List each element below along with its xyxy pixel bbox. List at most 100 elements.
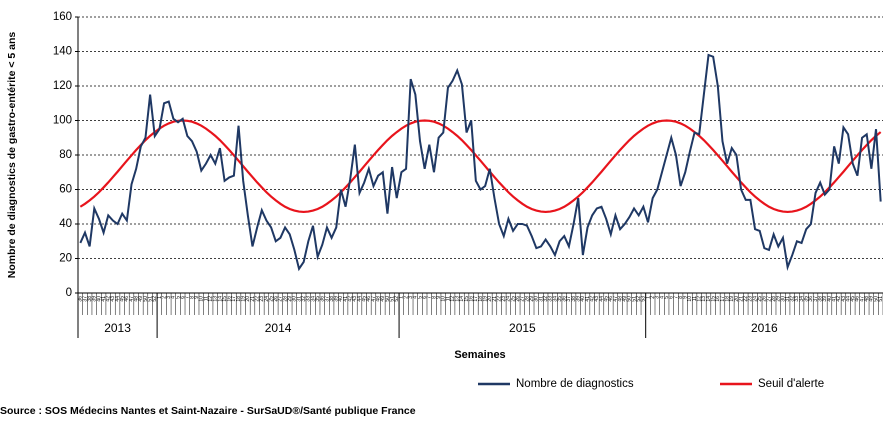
x-tick-label: 42: [106, 296, 112, 302]
x-tick-label: 29: [776, 296, 782, 302]
x-tick-label: 27: [520, 296, 526, 302]
x-tick-label: 17: [720, 296, 726, 302]
x-tick-label: 3: [655, 296, 661, 299]
x-tick-label: 4: [171, 296, 177, 299]
x-tick-label: 51: [147, 296, 153, 302]
year-label: 2013: [104, 321, 131, 335]
x-tick-label: 5: [664, 296, 670, 299]
x-tick-label: 18: [724, 296, 730, 302]
x-tick-label: 1: [399, 296, 405, 299]
x-tick-label: 20: [734, 296, 740, 302]
x-tick-label: 3: [166, 296, 172, 299]
x-tick-label: 40: [827, 296, 833, 302]
x-tick-label: 39: [822, 296, 828, 302]
x-tick-label: 20: [245, 296, 251, 302]
x-tick-label: 24: [752, 296, 758, 302]
x-tick-label: 7: [427, 296, 433, 299]
x-tick-label: 21: [250, 296, 256, 302]
x-tick-label: 4: [413, 296, 419, 299]
x-tick-label: 39: [576, 296, 582, 302]
x-tick-label: 2: [650, 296, 656, 299]
x-tick-label: 47: [371, 296, 377, 302]
x-tick-label: 14: [706, 296, 712, 302]
x-axis-title: Semaines: [454, 349, 505, 361]
x-tick-label: 15: [464, 296, 470, 302]
x-tick-label: 37: [82, 296, 88, 302]
x-tick-label: 13: [213, 296, 219, 302]
x-tick-label: 37: [566, 296, 572, 302]
x-tick-label: 50: [627, 296, 633, 302]
x-tick-label: 36: [562, 296, 568, 302]
x-tick-label: 48: [133, 296, 139, 302]
x-tick-label: 9: [436, 296, 442, 299]
x-tick-label: 16: [715, 296, 721, 302]
y-tick-label: 0: [66, 287, 72, 299]
year-label: 2015: [509, 321, 536, 335]
x-tick-label: 26: [515, 296, 521, 302]
x-tick-label: 37: [324, 296, 330, 302]
x-tick-label: 22: [743, 296, 749, 302]
x-tick-label: 36: [808, 296, 814, 302]
x-tick-label: 37: [813, 296, 819, 302]
x-tick-label: 2: [161, 296, 167, 299]
x-tick-label: 26: [762, 296, 768, 302]
x-tick-label: 42: [348, 296, 354, 302]
series-line: [79, 119, 882, 214]
x-tick-label: 38: [571, 296, 577, 302]
x-tick-label: 49: [380, 296, 386, 302]
x-tick-label: 50: [873, 296, 879, 302]
x-tick-label: 32: [301, 296, 307, 302]
x-tick-label: 44: [845, 296, 851, 302]
x-tick-label: 20: [487, 296, 493, 302]
x-tick-label: 35: [557, 296, 563, 302]
x-tick-label: 52: [152, 296, 158, 302]
x-tick-label: 27: [278, 296, 284, 302]
x-tick-label: 5: [175, 296, 181, 299]
x-tick-label: 9: [683, 296, 689, 299]
x-tick-label: 39: [334, 296, 340, 302]
x-tick-label: 1: [645, 296, 651, 299]
x-tick-label: 21: [738, 296, 744, 302]
x-tick-label: 35: [804, 296, 810, 302]
x-tick-label: 50: [143, 296, 149, 302]
y-tick-label: 100: [53, 115, 72, 127]
x-tick-label: 10: [441, 296, 447, 302]
x-tick-label: 12: [697, 296, 703, 302]
x-tick-label: 38: [87, 296, 93, 302]
y-tick-label: 80: [59, 149, 72, 161]
x-tick-label: 44: [115, 296, 121, 302]
x-tick-label: 6: [422, 296, 428, 299]
x-tick-label: 6: [669, 296, 675, 299]
x-tick-label: 30: [292, 296, 298, 302]
x-tick-label: 40: [96, 296, 102, 302]
x-tick-label: 10: [199, 296, 205, 302]
x-tick-label: 1: [157, 296, 163, 299]
x-tick-label: 15: [222, 296, 228, 302]
x-tick-label: 30: [780, 296, 786, 302]
x-tick-label: 45: [603, 296, 609, 302]
x-tick-label: 12: [208, 296, 214, 302]
x-tick-label: 40: [338, 296, 344, 302]
source-note: Source : SOS Médecins Nantes et Saint-Na…: [0, 405, 416, 417]
x-tick-label: 21: [492, 296, 498, 302]
x-tick-label: 11: [445, 296, 451, 301]
x-tick-label: 34: [310, 296, 316, 302]
x-tick-label: 39: [92, 296, 98, 302]
x-tick-label: 10: [687, 296, 693, 302]
x-tick-label: 8: [189, 296, 195, 299]
x-tick-label: 36: [78, 296, 84, 302]
x-tick-label: 43: [841, 296, 847, 302]
x-tick-label: 41: [585, 296, 591, 302]
x-tick-label: 52: [394, 296, 400, 302]
x-tick-label: 27: [766, 296, 772, 302]
x-tick-label: 32: [543, 296, 549, 302]
x-tick-label: 28: [771, 296, 777, 302]
x-tick-label: 15: [710, 296, 716, 302]
x-tick-label: 23: [501, 296, 507, 302]
legend-label: Nombre de diagnostics: [516, 378, 634, 390]
y-tick-label: 60: [59, 184, 72, 196]
x-tick-label: 42: [836, 296, 842, 302]
x-tick-label: 46: [366, 296, 372, 302]
x-tick-label: 51: [878, 296, 883, 302]
x-tick-label: 49: [622, 296, 628, 302]
